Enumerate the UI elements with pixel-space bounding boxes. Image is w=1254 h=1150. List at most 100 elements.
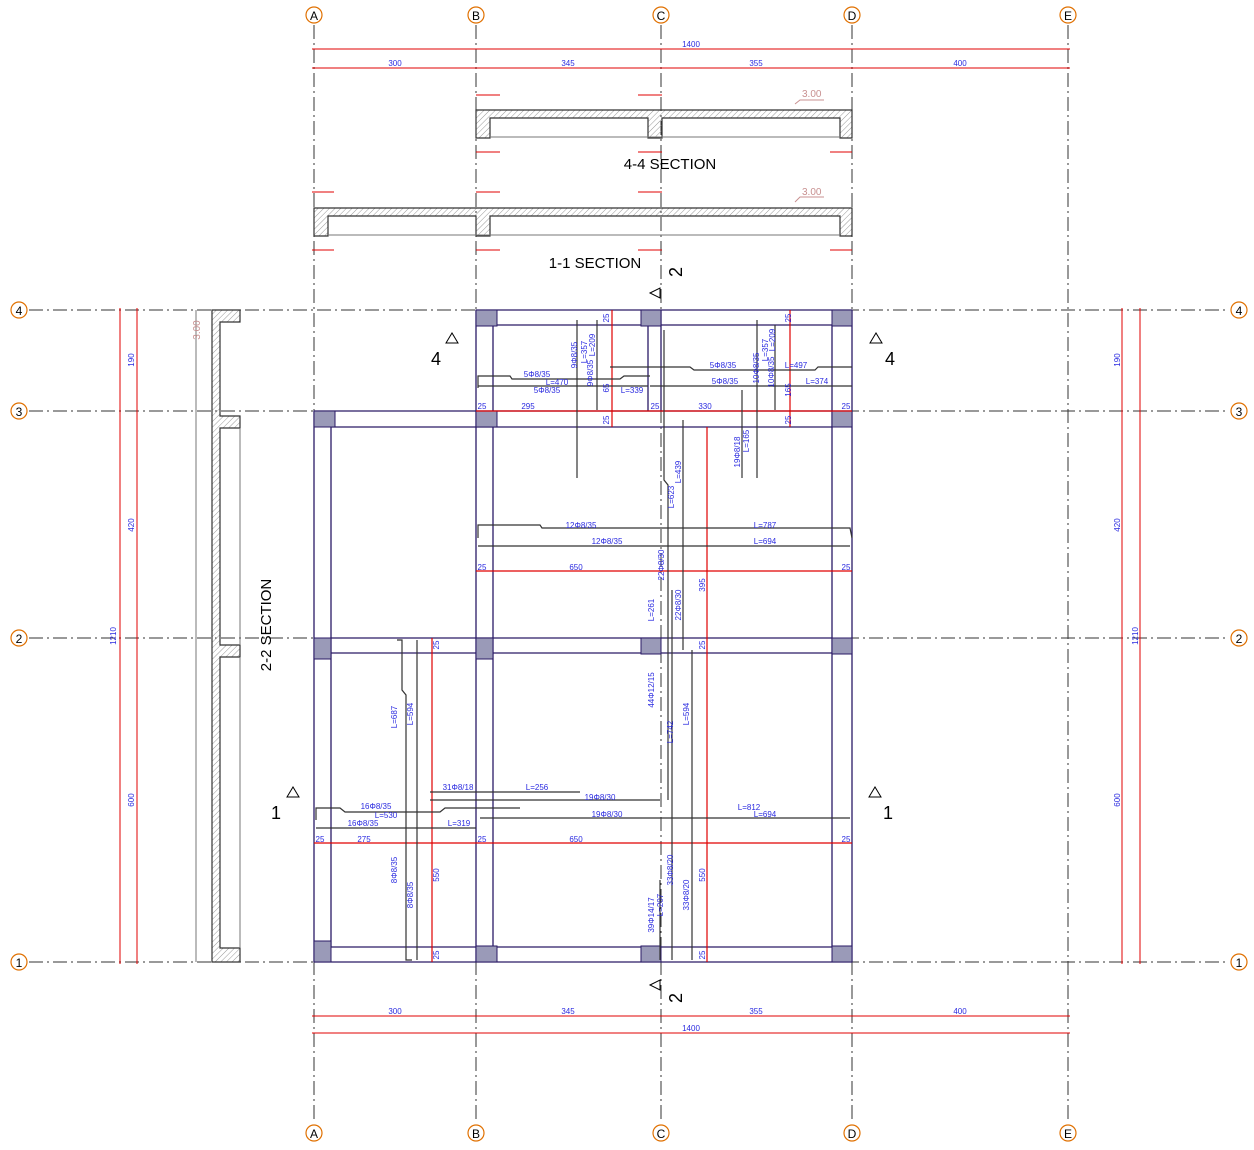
column — [831, 410, 853, 428]
grid-label: A — [310, 9, 318, 23]
rebar-label: 33Φ8/20 — [682, 879, 691, 910]
rebar-label: L=687 — [390, 705, 399, 728]
rebar-label: L=623 — [667, 485, 676, 508]
rebar-label: L=497 — [785, 361, 808, 370]
column — [475, 637, 494, 660]
rebar-label: 31Φ8/18 — [443, 783, 474, 792]
grid-label: C — [657, 1127, 666, 1141]
dim-span: 300 — [388, 59, 402, 68]
rebar-label: 22Φ8/30 — [674, 589, 683, 620]
rebar-label: L=742 — [666, 720, 675, 743]
column — [831, 945, 853, 963]
dim-label: 65 — [602, 383, 611, 392]
dim-label: 550 — [432, 868, 441, 882]
cut-mark-4-right: 4 — [885, 349, 895, 369]
cut-mark-4-left: 4 — [431, 349, 441, 369]
rebar-label: 5Φ8/35 — [712, 377, 739, 386]
rebar-label: L=319 — [448, 819, 471, 828]
rebar-label: 22Φ8/30 — [657, 549, 666, 580]
grid-bubble-B-top: B — [467, 6, 485, 24]
grid-bubble-1-right: 1 — [1230, 953, 1248, 971]
dimension-left: 1210 190 420 600 — [109, 308, 138, 964]
grid-label: D — [848, 1127, 857, 1141]
column — [640, 945, 662, 963]
grid-bubble-C-top: C — [652, 6, 670, 24]
dim-label: 25 — [316, 835, 325, 844]
column — [640, 309, 662, 327]
grid-label: 3 — [16, 405, 23, 419]
dim-span: 300 — [388, 1007, 402, 1016]
dim-span: 600 — [1113, 793, 1122, 807]
dim-total-y: 1210 — [1131, 627, 1140, 645]
dim-label: 25 — [478, 835, 487, 844]
dim-label: 25 — [698, 640, 707, 649]
column — [831, 637, 853, 655]
grid-label: E — [1064, 1127, 1072, 1141]
cut-mark-1-right: 1 — [883, 803, 893, 823]
dim-label: 25 — [478, 402, 487, 411]
grid-bubble-2-right: 2 — [1230, 629, 1248, 647]
dim-label: 550 — [698, 868, 707, 882]
dim-label: 25 — [478, 563, 487, 572]
dim-label: 275 — [357, 835, 371, 844]
grid-bubbles: A B C D E A B C D E 4 3 2 1 4 3 2 1 — [10, 6, 1248, 1142]
grid-label: B — [472, 1127, 480, 1141]
dim-span: 600 — [127, 793, 136, 807]
rebar-label: 16Φ8/35 — [348, 819, 379, 828]
rebar-label: 5Φ8/35 — [710, 361, 737, 370]
dim-label: 25 — [842, 563, 851, 572]
dim-label: 25 — [432, 640, 441, 649]
grid-label: 1 — [1236, 956, 1243, 970]
dim-label: 395 — [698, 578, 707, 592]
section-2-2: 3.00 2-2 SECTION — [192, 309, 275, 963]
dim-span: 355 — [749, 1007, 763, 1016]
rebar-label: L=256 — [526, 783, 549, 792]
rebar-label: 19Φ8/18 — [733, 436, 742, 467]
grid-label: D — [848, 9, 857, 23]
grid-label: A — [310, 1127, 318, 1141]
grid-bubble-4-left: 4 — [10, 301, 28, 319]
grid-bubble-2-left: 2 — [10, 629, 28, 647]
grid-lines — [29, 25, 1229, 1123]
rebar-label: L=207 — [656, 893, 665, 916]
grid-label: 1 — [16, 956, 23, 970]
rebar-label: 5Φ8/35 — [524, 370, 551, 379]
column — [313, 637, 332, 660]
grid-label: 2 — [16, 632, 23, 646]
grid-bubble-B-bottom: B — [467, 1124, 485, 1142]
grid-bubble-E-bottom: E — [1059, 1124, 1077, 1142]
dim-label: 25 — [842, 402, 851, 411]
dim-span: 345 — [561, 59, 575, 68]
rebar-label: L=357 — [761, 338, 770, 361]
grid-label: C — [657, 9, 666, 23]
section-title-4-4: 4-4 SECTION — [624, 156, 717, 173]
column — [831, 309, 853, 327]
dim-label: 25 — [432, 950, 441, 959]
rebar-label: 33Φ8/20 — [666, 854, 675, 885]
rebar-label: L=165 — [742, 429, 751, 452]
column — [313, 940, 332, 963]
section-title-2-2: 2-2 SECTION — [258, 579, 275, 672]
column — [313, 410, 336, 428]
dim-span: 355 — [749, 59, 763, 68]
grid-bubble-4-right: 4 — [1230, 301, 1248, 319]
dimension-top: 1400 300 345 355 400 — [312, 40, 1070, 69]
rebar-label: 44Φ12/15 — [647, 672, 656, 708]
rebar-label: L=209 — [588, 333, 597, 356]
grid-bubble-C-bottom: C — [652, 1124, 670, 1142]
rebar-label: L=594 — [406, 702, 415, 725]
rebar-label: 8Φ8/35 — [390, 856, 399, 883]
rebar-label: 16Φ8/35 — [361, 802, 392, 811]
grid-bubble-E-top: E — [1059, 6, 1077, 24]
elevation-label: 3.00 — [192, 320, 203, 340]
dim-label: 25 — [602, 415, 611, 424]
rebar-label: L=209 — [768, 328, 777, 351]
grid-label: 4 — [1236, 304, 1243, 318]
grid-label: 2 — [1236, 632, 1243, 646]
column — [475, 410, 498, 428]
section-title-1-1: 1-1 SECTION — [549, 255, 642, 272]
grid-bubble-A-top: A — [305, 6, 323, 24]
dim-label: 295 — [521, 402, 535, 411]
elevation-label: 3.00 — [802, 89, 822, 100]
